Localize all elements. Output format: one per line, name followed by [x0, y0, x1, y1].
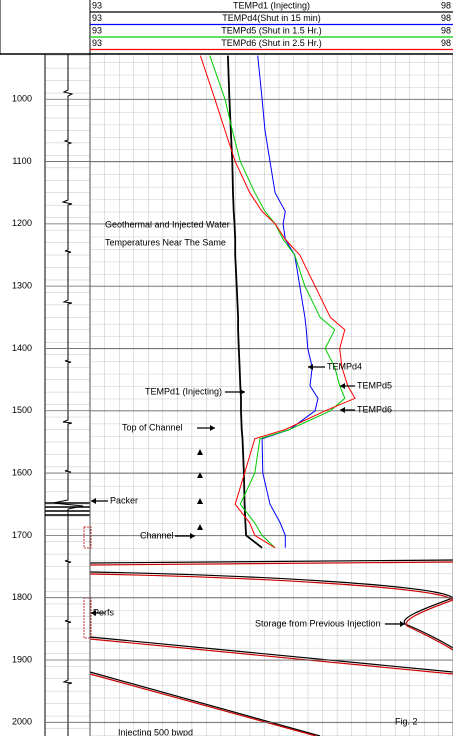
legend-entry: TEMPd1 (Injecting)	[233, 0, 310, 10]
y-tick-label: 1100	[12, 156, 31, 166]
legend-min: 93	[92, 13, 102, 23]
y-tick-label: 1600	[12, 467, 32, 477]
legend-entry: TEMPd4(Shut in 15 min)	[222, 13, 321, 23]
annotation: Perfs	[93, 607, 115, 617]
packer	[45, 502, 90, 516]
legend-max: 98	[441, 38, 451, 48]
arrow-head	[340, 407, 345, 413]
annotation: Channel	[140, 530, 174, 540]
arrow-head	[400, 621, 405, 627]
legend-min: 93	[92, 25, 102, 35]
arrow-head	[210, 425, 215, 431]
annotation: Top of Channel	[122, 422, 183, 432]
y-tick-label: 1900	[12, 654, 32, 664]
y-tick-label: 1700	[12, 530, 32, 540]
y-tick-label: 1400	[12, 343, 32, 353]
y-tick-label: 1200	[12, 218, 32, 228]
annotation: TEMPd1 (Injecting)	[145, 386, 222, 396]
y-tick-label: 2000	[12, 717, 32, 727]
legend-max: 98	[441, 13, 451, 23]
legend-max: 98	[441, 25, 451, 35]
annotation: TEMPd6	[357, 404, 392, 414]
legend-entry: TEMPd6 (Shut in 2.5 Hr.)	[221, 38, 322, 48]
annotation: Temperatures Near The Same	[105, 237, 226, 247]
annotation: Storage from Previous Injection	[255, 618, 381, 628]
ccl-trace	[52, 54, 84, 736]
curve	[209, 55, 346, 549]
y-tick-label: 1300	[12, 281, 32, 291]
annotation: Packer	[110, 495, 138, 505]
annotation: Fig. 2	[395, 716, 418, 726]
y-tick-label: 1800	[12, 592, 32, 602]
curve	[257, 55, 319, 548]
curve	[227, 55, 263, 549]
arrow-head	[91, 610, 96, 616]
legend-min: 93	[92, 0, 102, 10]
arrow-head	[91, 498, 96, 504]
annotation: Geothermal and Injected Water	[105, 219, 230, 229]
curve	[199, 55, 356, 549]
legend-min: 93	[92, 38, 102, 48]
y-tick-label: 1500	[12, 405, 32, 415]
annotation: TEMPd5	[357, 380, 392, 390]
y-tick-label: 1000	[12, 94, 32, 104]
arrow-head	[340, 383, 345, 389]
arrow-head	[240, 389, 245, 395]
annotation: TEMPd4	[327, 361, 362, 371]
legend-entry: TEMPd5 (Shut in 1.5 Hr.)	[221, 25, 322, 35]
annotation: Injecting 500 bwpd	[118, 727, 193, 736]
arrow-head	[190, 533, 195, 539]
wrapped-traces	[89, 559, 453, 736]
arrow-head	[308, 364, 313, 370]
legend-max: 98	[441, 0, 451, 10]
